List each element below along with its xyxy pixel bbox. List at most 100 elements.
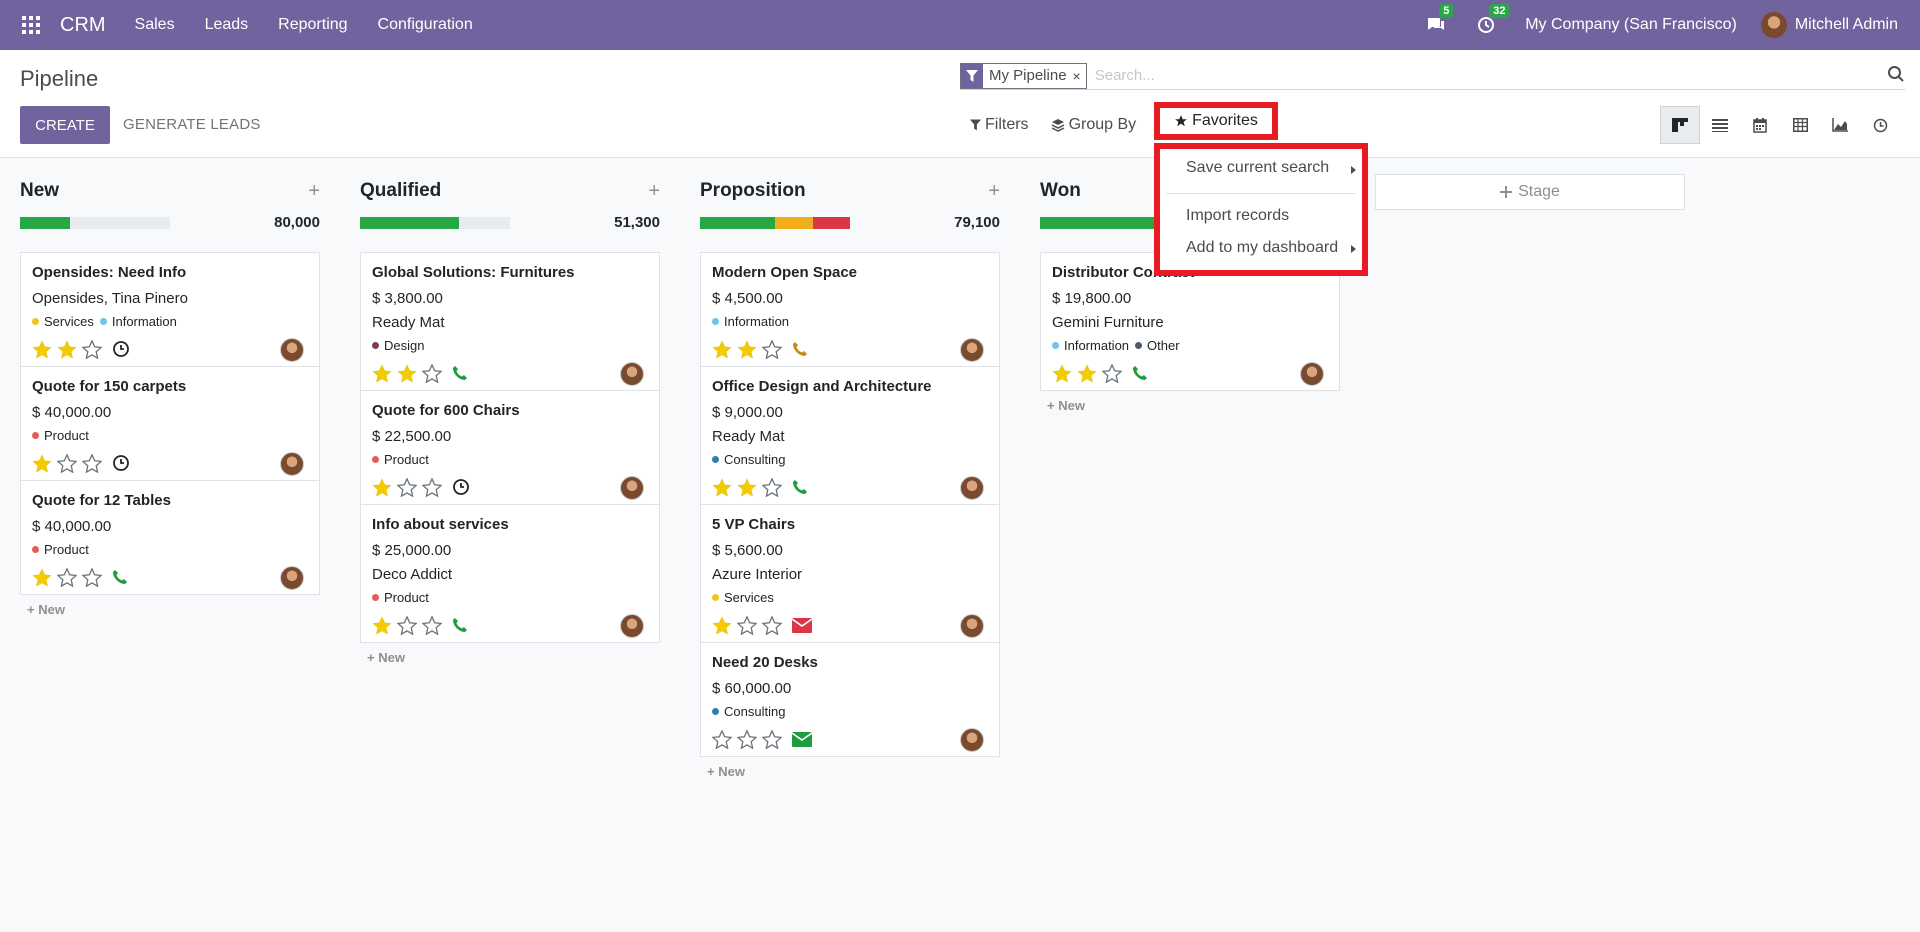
company-switcher[interactable]: My Company (San Francisco) <box>1525 16 1737 33</box>
group-by-button[interactable]: Group By <box>1051 116 1136 134</box>
column-progress-bar[interactable] <box>700 217 850 229</box>
search-input[interactable] <box>1094 67 1905 84</box>
progress-segment[interactable] <box>812 217 850 229</box>
priority-star-icon[interactable] <box>712 477 732 497</box>
messages-icon[interactable]: 5 <box>1425 4 1454 36</box>
envelope-green-icon[interactable] <box>792 731 812 747</box>
column-new-link[interactable]: + New <box>27 602 65 617</box>
phone-icon[interactable] <box>452 365 468 381</box>
column-new-link[interactable]: + New <box>367 650 405 665</box>
kanban-card[interactable]: Global Solutions: Furnitures $ 3,800.00 Re… <box>361 253 659 391</box>
column-title[interactable]: Qualified <box>360 180 442 201</box>
apps-menu-icon[interactable] <box>22 16 40 34</box>
kanban-card[interactable]: 5 VP Chairs $ 5,600.00 Azure Interior Servi… <box>701 505 999 643</box>
priority-star-icon[interactable] <box>737 729 757 749</box>
progress-segment[interactable] <box>20 217 70 229</box>
priority-star-icon[interactable] <box>32 453 52 473</box>
column-progress-bar[interactable] <box>1040 217 1190 229</box>
column-quick-create-button[interactable]: + <box>988 180 1000 202</box>
kanban-card[interactable]: Quote for 12 Tables $ 40,000.00 Product <box>21 481 319 594</box>
add-stage-button[interactable]: Stage <box>1375 174 1685 210</box>
kanban-card[interactable]: Office Design and Architecture $ 9,000.00… <box>701 367 999 505</box>
kanban-card[interactable]: Opensides: Need Info Opensides, Tina Pine… <box>21 253 319 367</box>
kanban-card[interactable]: Quote for 600 Chairs $ 22,500.00 Product <box>361 391 659 505</box>
favorites-button[interactable]: Favorites <box>1154 102 1278 140</box>
priority-star-icon[interactable] <box>397 363 417 383</box>
priority-star-icon[interactable] <box>82 567 102 587</box>
priority-star-icon[interactable] <box>1052 363 1072 383</box>
search-icon[interactable] <box>1887 65 1905 83</box>
activity-view-icon[interactable] <box>1860 106 1900 144</box>
clock-icon[interactable] <box>452 478 470 496</box>
kanban-card[interactable]: Need 20 Desks $ 60,000.00 Consulting <box>701 643 999 756</box>
column-new-link[interactable]: + New <box>707 764 745 779</box>
menu-sales[interactable]: Sales <box>134 16 175 33</box>
kanban-card[interactable]: Quote for 150 carpets $ 40,000.00 Product <box>21 367 319 481</box>
facet-remove-button[interactable]: × <box>1072 67 1081 84</box>
progress-segment[interactable] <box>700 217 775 229</box>
priority-star-icon[interactable] <box>422 477 442 497</box>
filters-button[interactable]: Filters <box>970 116 1029 134</box>
column-quick-create-button[interactable]: + <box>648 180 660 202</box>
column-new-link[interactable]: + New <box>1047 398 1085 413</box>
column-title[interactable]: Proposition <box>700 180 806 201</box>
menu-configuration[interactable]: Configuration <box>377 16 473 33</box>
generate-leads-button[interactable]: GENERATE LEADS <box>123 116 261 133</box>
priority-star-icon[interactable] <box>762 729 782 749</box>
priority-star-icon[interactable] <box>1077 363 1097 383</box>
phone-orange-icon[interactable] <box>792 341 808 357</box>
menu-reporting[interactable]: Reporting <box>278 16 348 33</box>
priority-star-icon[interactable] <box>1102 363 1122 383</box>
progress-segment[interactable] <box>775 217 813 229</box>
kanban-card[interactable]: Info about services $ 25,000.00 Deco Addic… <box>361 505 659 642</box>
priority-star-icon[interactable] <box>422 363 442 383</box>
priority-star-icon[interactable] <box>762 339 782 359</box>
priority-star-icon[interactable] <box>57 567 77 587</box>
priority-star-icon[interactable] <box>397 615 417 635</box>
column-progress-bar[interactable] <box>20 217 170 229</box>
column-quick-create-button[interactable]: + <box>308 180 320 202</box>
column-title[interactable]: Won <box>1040 180 1081 201</box>
priority-star-icon[interactable] <box>712 615 732 635</box>
envelope-red-icon[interactable] <box>792 617 812 633</box>
phone-icon[interactable] <box>112 569 128 585</box>
clock-icon[interactable] <box>112 340 130 358</box>
phone-icon[interactable] <box>1132 365 1148 381</box>
priority-star-icon[interactable] <box>32 567 52 587</box>
add-to-dashboard-item[interactable]: Add to my dashboard <box>1186 239 1338 257</box>
priority-star-icon[interactable] <box>737 477 757 497</box>
priority-star-icon[interactable] <box>57 339 77 359</box>
pivot-view-icon[interactable] <box>1780 106 1820 144</box>
priority-star-icon[interactable] <box>712 339 732 359</box>
activities-icon[interactable]: 32 <box>1475 4 1510 36</box>
app-brand[interactable]: CRM <box>60 13 106 36</box>
column-title[interactable]: New <box>20 180 60 201</box>
priority-star-icon[interactable] <box>762 615 782 635</box>
graph-view-icon[interactable] <box>1820 106 1860 144</box>
priority-star-icon[interactable] <box>712 729 732 749</box>
phone-icon[interactable] <box>452 617 468 633</box>
priority-star-icon[interactable] <box>32 339 52 359</box>
priority-star-icon[interactable] <box>422 615 442 635</box>
calendar-view-icon[interactable] <box>1740 106 1780 144</box>
save-current-search-item[interactable]: Save current search <box>1186 159 1329 177</box>
progress-segment[interactable] <box>1040 217 1190 229</box>
create-button[interactable]: CREATE <box>20 106 110 144</box>
priority-star-icon[interactable] <box>372 615 392 635</box>
phone-icon[interactable] <box>792 479 808 495</box>
priority-star-icon[interactable] <box>57 453 77 473</box>
kanban-view-icon[interactable] <box>1660 106 1700 144</box>
priority-star-icon[interactable] <box>737 615 757 635</box>
menu-leads[interactable]: Leads <box>204 16 249 33</box>
clock-icon[interactable] <box>112 454 130 472</box>
priority-star-icon[interactable] <box>82 339 102 359</box>
column-progress-bar[interactable] <box>360 217 510 229</box>
progress-segment[interactable] <box>360 217 459 229</box>
list-view-icon[interactable] <box>1700 106 1740 144</box>
priority-star-icon[interactable] <box>762 477 782 497</box>
priority-star-icon[interactable] <box>397 477 417 497</box>
user-menu[interactable]: Mitchell Admin <box>1760 12 1898 38</box>
priority-star-icon[interactable] <box>737 339 757 359</box>
priority-star-icon[interactable] <box>372 363 392 383</box>
priority-star-icon[interactable] <box>372 477 392 497</box>
